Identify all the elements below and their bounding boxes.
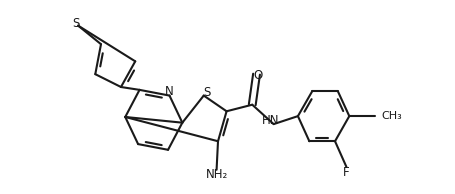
- Text: CH₃: CH₃: [380, 111, 401, 121]
- Text: O: O: [253, 69, 262, 82]
- Text: S: S: [72, 17, 79, 30]
- Text: NH₂: NH₂: [206, 168, 228, 181]
- Text: S: S: [203, 86, 210, 99]
- Text: HN: HN: [262, 114, 279, 127]
- Text: F: F: [342, 165, 349, 178]
- Text: N: N: [165, 85, 173, 98]
